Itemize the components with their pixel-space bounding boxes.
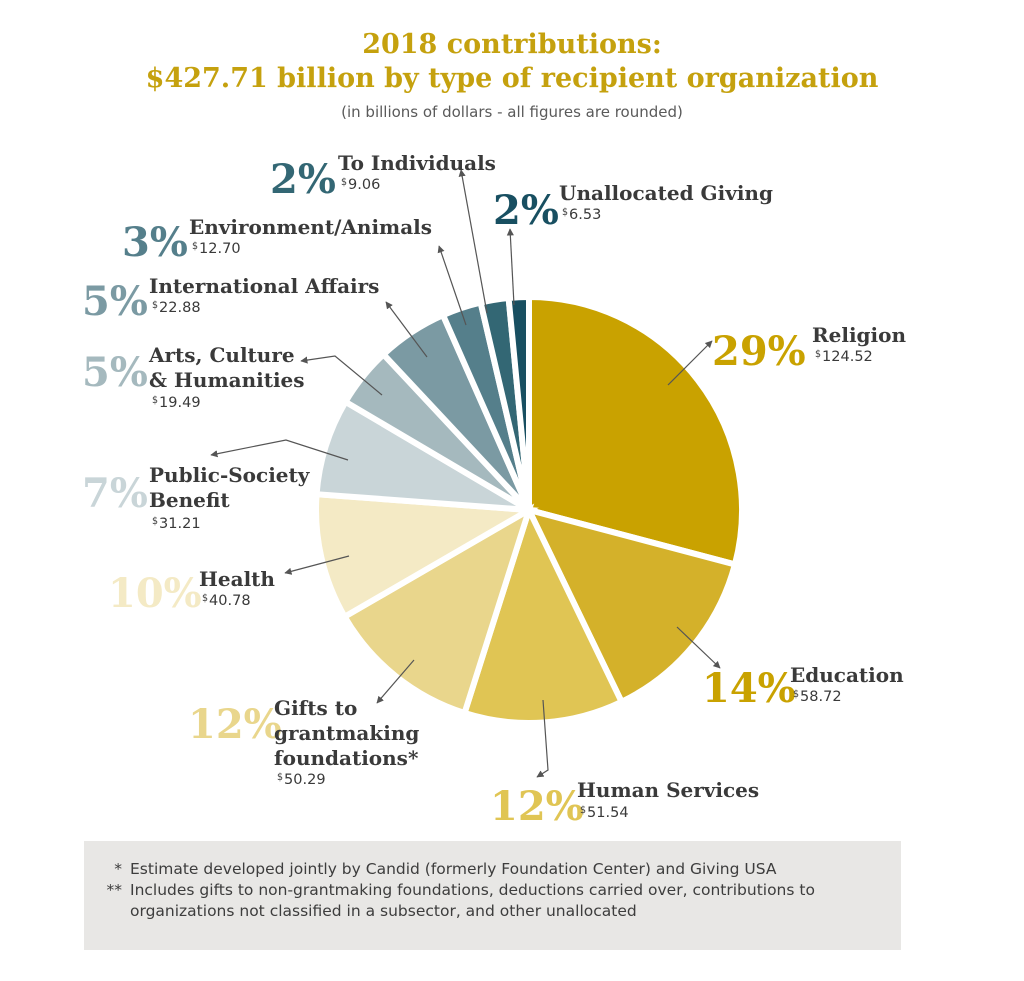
category-label: Public-Society [149,463,311,487]
category-label: Arts, Culture [148,343,295,367]
category-label: Unallocated Giving [559,181,773,205]
category-label: Environment/Animals [189,215,432,239]
footnote-text: Estimate developed jointly by Candid (fo… [130,860,777,878]
category-label: foundations* [274,746,419,770]
category-label: Gifts to [274,696,357,720]
chart-title-line-2: $427.71 billion by type of recipient org… [145,63,879,94]
percent-label: 10% [108,570,202,617]
dollar-value: $22.88 [152,300,201,316]
footnotes: * Estimate developed jointly by Candid (… [84,841,901,950]
leader-education [676,626,721,669]
slice-education [523,505,739,706]
percent-label: 12% [188,701,282,748]
chart-title-line-1: 2018 contributions: [362,29,662,60]
percent-label: 7% [82,470,148,517]
leader-arts-culture-humanities [300,355,383,396]
pie-chart: 29% Religion$124.5214%Education$58.7212%H… [82,151,906,830]
label-human-services: 12%Human Services $51.54 [490,778,759,830]
category-label: Benefit [149,488,230,512]
label-international-affairs: 5% International Affairs $22.88 [82,274,379,325]
dollar-value: $51.54 [580,805,629,821]
dollar-value: $9.06 [341,177,380,193]
dollar-value: $31.21 [152,516,201,532]
label-unallocated-giving: 2% Unallocated Giving $6.53 [493,181,773,234]
footnote-marker: * [114,860,122,878]
percent-label: 3% [122,219,188,266]
dollar-value: $58.72 [793,689,842,705]
label-education: 14%Education $58.72 [702,663,904,712]
leader-religion [667,340,713,386]
leader-gifts-to-grantmaking-foundations [376,659,415,704]
pie-slices [313,293,745,726]
dollar-value: $50.29 [277,772,326,788]
category-label: Education [790,663,904,687]
footnote-2: ** Includes gifts to non-grantmaking fou… [84,880,901,922]
slice-gifts-to-grantmaking-foundations [340,503,535,717]
category-label: grantmaking [274,721,419,745]
leader-to-individuals [458,169,488,314]
footnote-marker: ** [106,881,123,899]
leader-health [284,555,350,575]
percent-label: 29% [712,328,806,375]
percent-label: 2% [270,156,336,203]
chart-subtitle: (in billions of dollars - all figures ar… [341,103,683,121]
leader-environment-animals [437,245,467,326]
dollar-value: $124.52 [815,349,873,365]
dollar-value: $6.53 [562,207,601,223]
category-label: & Humanities [149,368,305,392]
category-label: Human Services [577,778,759,802]
category-label: Health [199,567,275,591]
slice-unallocated-giving [505,293,532,511]
leader-lines [210,169,721,778]
percent-label: 5% [82,349,148,396]
percent-label: 2% [493,187,559,234]
footnote-text: Includes gifts to non-grantmaking founda… [130,881,815,920]
percent-label: 5% [82,278,148,325]
slice-religion [526,293,745,569]
leader-human-services [536,699,549,778]
slice-labels: 29% Religion$124.5214%Education$58.7212%H… [82,151,906,830]
dollar-value: $19.49 [152,395,201,411]
label-arts-culture-humanities: 5% Arts, Culture& Humanities $19.49 [82,343,305,411]
category-label: Religion [812,323,906,347]
slice-health [313,490,539,621]
label-to-individuals: 2% To Individuals $9.06 [270,151,496,203]
percent-label: 14% [702,665,796,712]
leader-international-affairs [385,301,428,358]
category-label: To Individuals [338,151,496,175]
label-environment-animals: 3% Environment/Animals $12.70 [122,215,432,266]
label-religion: 29% Religion $124.52 [712,323,906,375]
leader-public-society-benefit [210,439,349,461]
percent-label: 12% [490,783,584,830]
leader-unallocated-giving [506,228,515,306]
label-health: 10%Health $40.78 [108,567,275,617]
dollar-value: $40.78 [202,593,251,609]
footnote-1: * Estimate developed jointly by Candid (… [84,859,901,880]
dollar-value: $12.70 [192,241,241,257]
category-label: International Affairs [149,274,379,298]
